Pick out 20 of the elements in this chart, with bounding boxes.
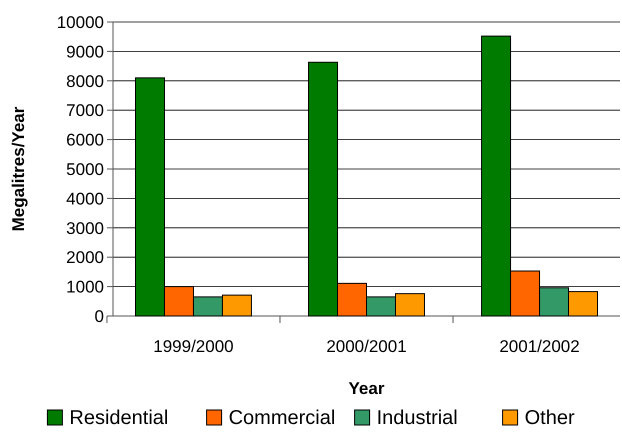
y-tick-label: 6000: [66, 130, 104, 150]
y-axis-title: Megalitres/Year: [9, 106, 28, 232]
y-tick-label: 0: [94, 306, 104, 326]
y-tick-label: 7000: [66, 101, 104, 120]
y-tick-label: 1000: [66, 278, 104, 297]
x-tick-label: 2001/2002: [499, 337, 580, 356]
y-tick-label: 3000: [66, 218, 104, 238]
legend-label: Industrial: [376, 407, 458, 429]
legend-label: Residential: [69, 407, 168, 429]
y-tick-label: 4000: [66, 189, 104, 208]
y-tick-label: 5000: [66, 160, 104, 179]
y-tick-label: 10000: [56, 12, 104, 32]
legend-label: Other: [524, 407, 575, 429]
legend-label: Commercial: [228, 407, 336, 429]
y-tick-label: 9000: [66, 42, 104, 62]
x-axis-title: Year: [348, 379, 385, 398]
y-tick-label: 2000: [66, 248, 104, 268]
x-tick-label: 2000/2001: [326, 337, 407, 356]
y-tick-label: 8000: [66, 72, 104, 91]
x-tick-label: 1999/2000: [153, 337, 234, 356]
